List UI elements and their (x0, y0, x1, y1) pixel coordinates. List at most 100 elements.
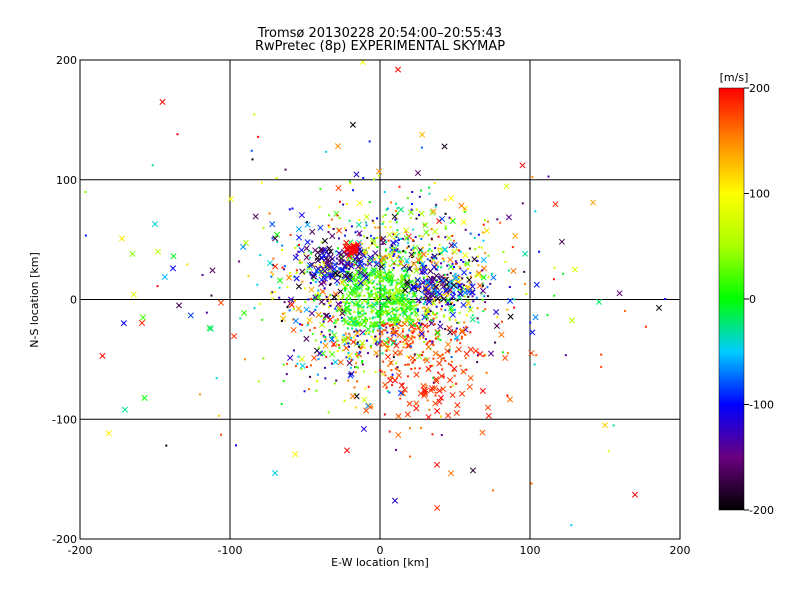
data-point-dot (411, 280, 414, 283)
data-point-x (477, 282, 484, 289)
data-point-x (346, 271, 354, 278)
data-point-dot (404, 251, 407, 254)
data-point-dot (400, 275, 403, 278)
data-point-x (176, 302, 183, 309)
data-point-dot (306, 221, 309, 224)
data-point-dot (368, 296, 371, 299)
data-point-dot (359, 282, 362, 285)
data-point-dot (460, 337, 463, 340)
data-point-dot (452, 384, 455, 387)
data-point-dot (489, 282, 492, 285)
data-point-dot (328, 329, 331, 332)
data-point-dot (385, 387, 388, 390)
data-point-x-stroke (395, 296, 402, 304)
data-point-dot (372, 286, 375, 289)
data-point-dot (314, 339, 317, 342)
data-point-x-stroke (327, 316, 334, 323)
data-point-dot (370, 234, 373, 237)
data-point-dot (397, 250, 400, 253)
data-point-x (341, 272, 348, 279)
data-point-dot (451, 262, 454, 265)
data-point-dot (391, 303, 394, 306)
data-point-x (450, 282, 457, 289)
data-point-dot (322, 334, 325, 337)
data-point-dot (283, 301, 286, 304)
data-point-x-stroke (528, 350, 535, 357)
data-point-dot (367, 291, 370, 294)
data-point-dot (394, 316, 397, 319)
data-point-dot (419, 326, 422, 329)
data-point-dot (403, 335, 406, 338)
data-point-x-stroke (341, 272, 348, 279)
data-point-dot (316, 380, 319, 383)
data-point-x (349, 121, 356, 128)
data-point-dot (329, 304, 332, 307)
data-point-dot (289, 271, 292, 274)
data-point-dot (416, 309, 419, 312)
data-point-dot (405, 307, 408, 310)
data-point-dot (165, 444, 168, 447)
data-point-dot (345, 229, 348, 232)
data-point-x-stroke (412, 244, 419, 251)
data-point-x-stroke (312, 294, 319, 301)
data-point-x (330, 340, 337, 348)
data-point-dot (397, 278, 400, 281)
data-point-dot (381, 307, 384, 310)
data-point-dot (335, 336, 338, 339)
data-point-dot (425, 343, 428, 346)
data-point-dot (446, 295, 449, 298)
data-point-dot (408, 274, 411, 277)
data-point-dot (286, 362, 289, 365)
data-point-dot (309, 271, 312, 274)
data-point-x-stroke (129, 250, 136, 258)
data-point-x-stroke (338, 266, 345, 273)
data-point-dot (380, 370, 383, 373)
data-point-dot (444, 236, 447, 239)
data-point-x (339, 310, 346, 317)
data-point-x (320, 279, 327, 286)
data-point-dot (399, 260, 402, 263)
data-point-dot (396, 295, 399, 298)
data-point-x-stroke (352, 282, 359, 290)
data-point-x (292, 451, 299, 458)
data-point-dot (425, 297, 428, 300)
data-point-dot (381, 333, 384, 336)
data-point-x-stroke (440, 296, 447, 303)
data-point-x-stroke (343, 239, 350, 246)
data-point-dot (244, 358, 247, 361)
data-point-dot (465, 325, 468, 328)
data-point-dot (455, 327, 458, 330)
data-point-x-stroke (490, 274, 497, 281)
data-point-dot (409, 308, 412, 311)
data-point-dot (444, 225, 447, 228)
data-point-dot (513, 298, 516, 301)
data-point-x (325, 251, 332, 258)
data-point-x (440, 296, 447, 303)
data-point-x-stroke (376, 168, 383, 175)
data-point-x (450, 329, 457, 336)
data-point-x (522, 250, 529, 257)
data-point-x (422, 222, 429, 229)
data-point-dot (412, 247, 415, 250)
data-point-dot (357, 315, 360, 318)
data-point-dot (380, 237, 383, 240)
data-point-dot (385, 291, 388, 294)
data-point-dot (278, 296, 281, 299)
data-point-dot (253, 307, 256, 310)
data-point-dot (459, 250, 462, 253)
data-point-x (445, 412, 452, 419)
data-point-dot (348, 219, 351, 222)
data-point-dot (521, 202, 524, 205)
data-point-dot (376, 294, 379, 297)
data-point-dot (403, 343, 406, 346)
data-point-dot (502, 250, 505, 253)
data-point-dot (464, 334, 467, 337)
data-point-x (406, 400, 413, 407)
data-point-dot (389, 325, 392, 328)
data-point-dot (383, 311, 386, 314)
data-point-dot (350, 336, 353, 339)
data-point-dot (419, 298, 422, 301)
data-point-x-stroke (433, 461, 441, 468)
data-point-x-stroke (346, 359, 353, 367)
data-point-x-stroke (430, 208, 437, 215)
